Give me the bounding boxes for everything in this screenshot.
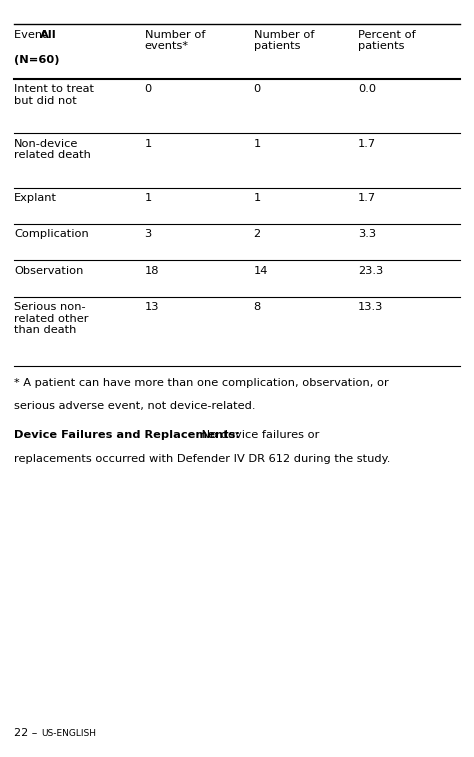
Text: * A patient can have more than one complication, observation, or: * A patient can have more than one compl… <box>14 378 389 388</box>
Text: Percent of
patients: Percent of patients <box>358 30 416 51</box>
Text: 18: 18 <box>145 266 159 276</box>
Text: 23.3: 23.3 <box>358 266 383 276</box>
Text: All: All <box>40 30 56 39</box>
Text: 0.0: 0.0 <box>358 84 376 94</box>
Text: replacements occurred with Defender IV DR 612 during the study.: replacements occurred with Defender IV D… <box>14 454 391 464</box>
Text: Complication: Complication <box>14 229 89 239</box>
Text: 22 –: 22 – <box>14 728 41 738</box>
Text: Serious non-
related other
than death: Serious non- related other than death <box>14 302 89 335</box>
Text: No device failures or: No device failures or <box>198 430 319 440</box>
Text: Number of
patients: Number of patients <box>254 30 314 51</box>
Text: 1: 1 <box>145 193 152 203</box>
Text: 0: 0 <box>254 84 261 94</box>
Text: Device Failures and Replacements:: Device Failures and Replacements: <box>14 430 240 440</box>
Text: serious adverse event, not device-related.: serious adverse event, not device-relate… <box>14 401 255 411</box>
Text: 0: 0 <box>145 84 152 94</box>
Text: 1: 1 <box>254 139 261 148</box>
Text: Observation: Observation <box>14 266 83 276</box>
Text: Non-device
related death: Non-device related death <box>14 139 91 160</box>
Text: Intent to treat
but did not: Intent to treat but did not <box>14 84 94 106</box>
Text: US-ENGLISH: US-ENGLISH <box>42 729 97 738</box>
Text: 2: 2 <box>254 229 261 239</box>
Text: 13.3: 13.3 <box>358 302 383 312</box>
Text: (N=60): (N=60) <box>14 55 60 64</box>
Text: Number of
events*: Number of events* <box>145 30 205 51</box>
Text: 8: 8 <box>254 302 261 312</box>
Text: 1: 1 <box>145 139 152 148</box>
Text: 13: 13 <box>145 302 159 312</box>
Text: 1.7: 1.7 <box>358 139 376 148</box>
Text: 3.3: 3.3 <box>358 229 376 239</box>
Text: 3: 3 <box>145 229 152 239</box>
Text: 1: 1 <box>254 193 261 203</box>
Text: 1.7: 1.7 <box>358 193 376 203</box>
Text: Event: Event <box>14 30 50 39</box>
Text: 14: 14 <box>254 266 268 276</box>
Text: Explant: Explant <box>14 193 57 203</box>
